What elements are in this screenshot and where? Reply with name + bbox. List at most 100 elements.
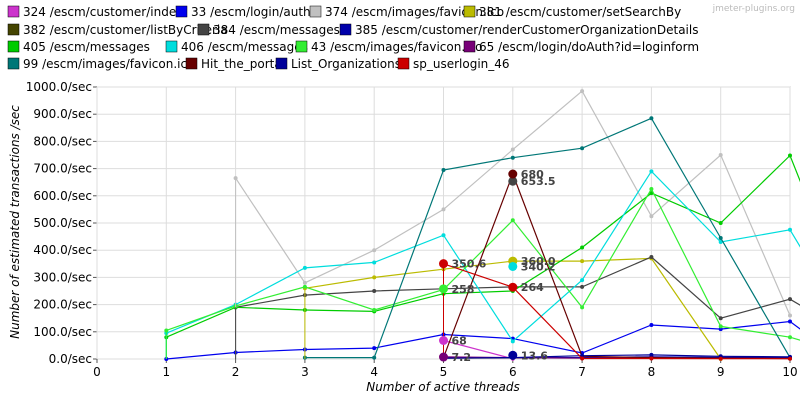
legend-item: 99 /escm/images/favicon.ico xyxy=(23,57,194,71)
data-point xyxy=(372,275,377,280)
data-label: 258 xyxy=(452,283,475,296)
series-group xyxy=(164,89,800,361)
data-point xyxy=(580,305,585,310)
highlight-point xyxy=(439,352,448,362)
data-label: 680 xyxy=(521,168,544,181)
data-point xyxy=(788,227,792,232)
y-tick-label: 200.0/sec xyxy=(33,298,92,312)
data-point xyxy=(372,308,377,313)
x-tick-label: 1 xyxy=(162,365,170,379)
legend-item: 405 /escm/messages xyxy=(23,40,150,54)
legend-item: 324 /escm/customer/index xyxy=(23,5,183,19)
y-tick-label: 100.0/sec xyxy=(33,325,92,339)
legend-swatch xyxy=(7,57,20,70)
legend-swatch xyxy=(295,40,308,53)
data-point xyxy=(580,89,585,94)
data-point xyxy=(580,278,585,283)
highlight-point xyxy=(439,284,448,294)
data-label: 653.5 xyxy=(521,175,556,188)
legend-swatch xyxy=(309,5,322,18)
series-line xyxy=(443,354,791,359)
data-point xyxy=(718,324,723,329)
data-label: 350.6 xyxy=(452,258,487,271)
data-point xyxy=(441,167,446,172)
data-point xyxy=(580,356,585,361)
series-line xyxy=(443,263,790,360)
x-tick-label: 6 xyxy=(509,365,517,379)
x-tick-label: 2 xyxy=(232,365,240,379)
legend-item: Hit_the_portal xyxy=(201,57,285,71)
legend-item: sp_userlogin_46 xyxy=(413,57,510,71)
highlight-point xyxy=(508,261,518,271)
data-point xyxy=(649,352,654,357)
legend: 324 /escm/customer/index 33 /escm/login/a… xyxy=(7,5,699,71)
legend-item: 33 /escm/login/auth xyxy=(191,5,311,19)
data-point xyxy=(788,313,792,318)
legend-swatch xyxy=(339,23,352,36)
data-point xyxy=(649,187,654,191)
data-point xyxy=(372,355,377,360)
y-tick-label: 700.0/sec xyxy=(33,162,92,176)
data-point xyxy=(788,335,792,340)
data-label: 13.6 xyxy=(521,349,548,362)
data-label: 264 xyxy=(521,281,544,294)
highlight-point xyxy=(439,336,448,346)
data-point xyxy=(649,323,654,327)
data-point xyxy=(718,153,723,157)
y-axis-label: Number of estimated transactions /sec xyxy=(8,105,22,339)
legend-item: 381 /escm/customer/setSearchBy xyxy=(479,5,681,19)
x-tick-label: 7 xyxy=(578,365,586,379)
data-point xyxy=(372,346,377,351)
data-point xyxy=(302,280,307,285)
data-point xyxy=(510,155,515,160)
data-point xyxy=(649,214,654,219)
x-tick-label: 0 xyxy=(93,365,101,379)
legend-swatch xyxy=(397,57,410,70)
highlight-point xyxy=(508,350,518,360)
highlight-point xyxy=(508,176,518,186)
legend-item: 385 /escm/customer/renderCustomerOrganiz… xyxy=(355,23,698,37)
data-point xyxy=(302,265,307,270)
data-point xyxy=(718,240,723,245)
x-tick-label: 4 xyxy=(370,365,378,379)
legend-swatch xyxy=(7,23,20,36)
legend-item: 384 /escm/messages xyxy=(213,23,340,37)
highlight-point xyxy=(508,169,518,179)
data-point xyxy=(718,356,723,361)
legend-item: 43 /escm/images/favicon.ico xyxy=(311,40,482,54)
y-tick-label: 400.0/sec xyxy=(33,243,92,257)
data-point xyxy=(580,146,585,151)
legend-swatch xyxy=(7,40,20,53)
data-point xyxy=(372,248,377,253)
legend-swatch xyxy=(275,57,288,70)
legend-item: 406 /escm/messages xyxy=(181,40,308,54)
legend-item: 374 /escm/images/favicon.ico xyxy=(325,5,504,19)
data-point xyxy=(441,233,446,238)
legend-swatch xyxy=(165,40,178,53)
data-point xyxy=(510,339,515,344)
data-point xyxy=(510,218,515,223)
legend-swatch xyxy=(197,23,210,36)
data-point xyxy=(649,116,654,121)
data-point xyxy=(649,356,654,361)
data-point xyxy=(372,260,377,265)
data-point xyxy=(441,207,446,212)
legend-swatch xyxy=(7,5,20,18)
x-tick-label: 5 xyxy=(440,365,448,379)
x-tick-label: 3 xyxy=(301,365,309,379)
legend-swatch xyxy=(185,57,198,70)
legend-item: List_Organizations xyxy=(291,57,401,71)
legend-swatch xyxy=(175,5,188,18)
series-line xyxy=(235,256,800,319)
legend-swatch xyxy=(463,40,476,53)
plot-area: 0.0/sec 100.0/sec 200.0/sec 300.0/sec 400.0/… xyxy=(26,80,800,379)
watermark: jmeter-plugins.org xyxy=(712,4,795,14)
y-tick-label: 800.0/sec xyxy=(33,134,92,148)
y-tick-label: 900.0/sec xyxy=(33,107,92,121)
x-tick-label: 9 xyxy=(717,365,725,379)
data-point xyxy=(718,221,723,225)
data-label: 7.2 xyxy=(452,351,472,364)
data-point xyxy=(580,284,585,289)
